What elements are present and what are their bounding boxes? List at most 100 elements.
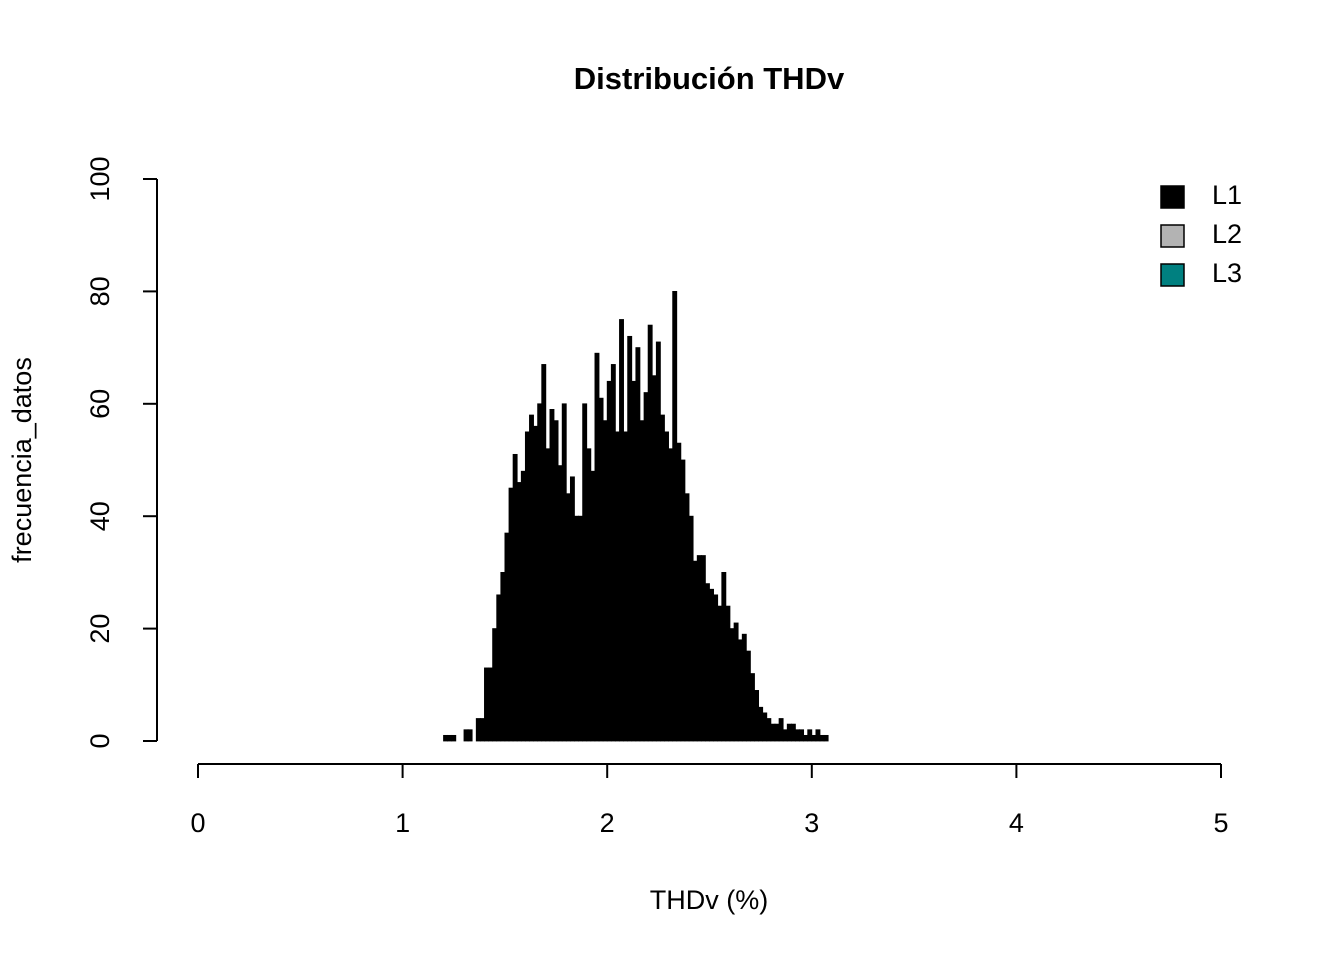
bar: [664, 431, 669, 742]
bar: [795, 729, 800, 742]
bar: [529, 414, 534, 742]
y-tick-label: 0: [85, 733, 115, 748]
bar: [631, 380, 637, 742]
bar: [770, 723, 776, 742]
bar: [574, 515, 579, 742]
bar: [479, 718, 485, 742]
bar: [745, 650, 751, 742]
bar: [651, 375, 657, 742]
bar: [541, 364, 547, 742]
bar: [537, 403, 543, 742]
bar: [610, 364, 616, 742]
bar: [700, 555, 706, 742]
legend-label: L1: [1212, 180, 1242, 210]
bar: [549, 409, 555, 742]
bar: [475, 718, 481, 742]
bar: [807, 729, 813, 742]
bar: [614, 431, 620, 742]
bar: [803, 734, 809, 742]
bar: [737, 639, 743, 742]
bar: [520, 470, 526, 742]
bar: [778, 718, 784, 742]
bar: [590, 470, 596, 742]
bar: [639, 420, 645, 742]
legend-label: L2: [1212, 219, 1242, 249]
bar: [467, 729, 473, 742]
bar: [443, 734, 449, 742]
bar: [811, 734, 817, 742]
bar: [790, 723, 796, 742]
bar: [623, 431, 629, 742]
bar: [713, 594, 719, 742]
y-tick-label: 60: [85, 389, 115, 419]
x-tick-label: 0: [190, 808, 205, 838]
bar: [688, 515, 694, 742]
bar: [557, 465, 563, 742]
bar: [655, 341, 661, 742]
bar: [725, 605, 731, 742]
bar: [819, 734, 825, 742]
x-tick-label: 3: [804, 808, 819, 838]
bar: [488, 667, 494, 742]
bar: [733, 622, 739, 742]
bar: [606, 380, 612, 742]
bar: [766, 718, 772, 742]
bar: [516, 482, 522, 742]
bar: [500, 572, 506, 742]
x-tick-label: 1: [395, 808, 410, 838]
bar: [553, 420, 559, 742]
bar: [496, 594, 502, 742]
bar: [561, 403, 567, 742]
bar: [594, 352, 600, 742]
bar: [512, 453, 518, 742]
bar: [565, 493, 571, 742]
bar: [586, 448, 592, 742]
legend-swatch: [1160, 185, 1185, 209]
bar: [762, 712, 768, 742]
y-tick-label: 40: [85, 501, 115, 531]
chart-title: Distribución THDv: [574, 61, 845, 96]
bar: [705, 583, 710, 742]
bar: [750, 673, 755, 742]
bar: [504, 532, 510, 742]
bar: [717, 605, 723, 742]
bar: [578, 515, 584, 742]
bar: [799, 729, 805, 742]
bar: [635, 347, 641, 742]
bar: [672, 290, 678, 742]
bar: [524, 431, 530, 742]
bar: [676, 442, 682, 742]
bar: [545, 448, 551, 742]
bar: [729, 628, 735, 742]
bar: [721, 572, 727, 742]
legend-label: L3: [1212, 258, 1242, 288]
bar: [709, 588, 714, 742]
bar: [815, 729, 821, 742]
y-tick-label: 20: [85, 614, 115, 644]
bar: [774, 723, 780, 742]
bar: [533, 425, 539, 742]
bar: [463, 729, 469, 742]
bar: [754, 690, 760, 742]
x-tick-label: 2: [600, 808, 615, 838]
bar: [684, 493, 690, 742]
legend-swatch: [1160, 263, 1185, 287]
bar: [602, 420, 608, 742]
y-tick-label: 80: [85, 276, 115, 306]
bar: [647, 324, 653, 742]
bar: [643, 392, 649, 742]
x-tick-label: 4: [1009, 808, 1024, 838]
y-tick-label: 100: [85, 156, 115, 201]
bar: [696, 555, 702, 742]
bar: [668, 448, 674, 742]
bar: [823, 734, 829, 742]
x-axis-label: THDv (%): [650, 885, 768, 915]
bar: [492, 628, 498, 742]
bar: [680, 459, 686, 742]
bar: [786, 723, 792, 742]
bar: [508, 487, 514, 742]
x-tick-label: 5: [1213, 808, 1228, 838]
legend-swatch: [1160, 224, 1185, 248]
y-axis-label: frecuencia_datos: [7, 357, 37, 563]
